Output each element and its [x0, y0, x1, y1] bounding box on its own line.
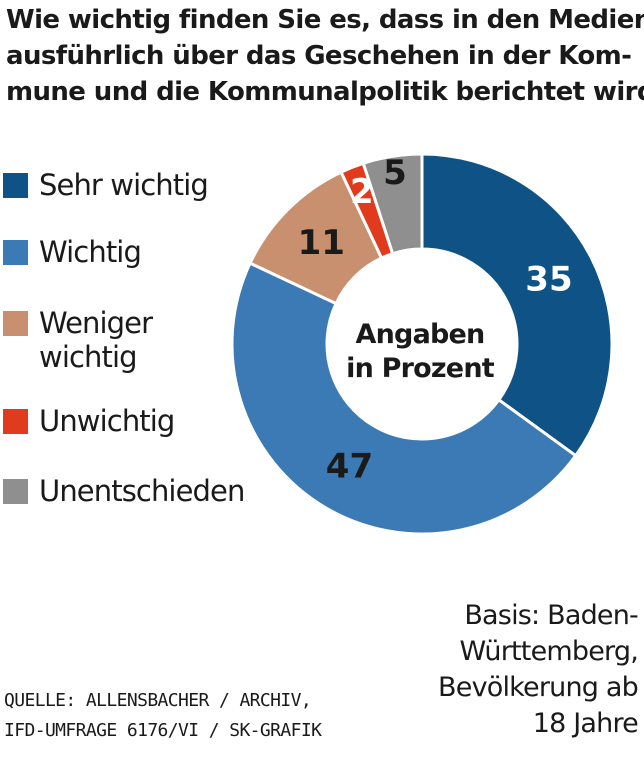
- legend-label: Sehr wichtig: [39, 168, 209, 202]
- slice-value-label: 35: [525, 259, 572, 299]
- legend-label: Weniger wichtig: [39, 306, 153, 374]
- source-note: QUELLE: ALLENSBACHER / ARCHIV, IFD-UMFRA…: [4, 690, 322, 741]
- chart-title: Wie wichtig finden Sie es, dass in den M…: [6, 2, 644, 110]
- slice-value-label: 2: [350, 172, 374, 212]
- slice-value-label: 11: [298, 223, 345, 263]
- slice-value-label: 47: [326, 447, 373, 487]
- title-line: mune und die Kommunalpolitik berichtet w…: [6, 77, 644, 107]
- legend-swatch: [3, 240, 28, 265]
- legend-swatch: [3, 173, 28, 198]
- title-line: ausführlich über das Geschehen in der Ko…: [6, 41, 632, 71]
- legend-item-unwichtig: Unwichtig: [3, 404, 175, 438]
- donut-labels: 35 47 112 5: [298, 153, 573, 486]
- donut-slice-sehr-wichtig: [420, 152, 614, 458]
- donut-slice-unentschieden: [361, 152, 424, 256]
- legend-swatch: [3, 311, 28, 336]
- legend-swatch: [3, 479, 28, 504]
- legend-swatch: [3, 409, 28, 434]
- legend-item-wichtig: Wichtig: [3, 235, 142, 269]
- slice-value-label: 5: [383, 153, 407, 193]
- title-line: Wie wichtig finden Sie es, dass in den M…: [6, 5, 644, 35]
- donut-center-label: Angaben in Prozent: [346, 319, 494, 384]
- legend-item-unentschieden: Unentschieden: [3, 474, 245, 508]
- legend-label: Unwichtig: [39, 404, 175, 438]
- legend-item-weniger-wichtig: Weniger wichtig: [3, 306, 153, 374]
- legend-item-sehr-wichtig: Sehr wichtig: [3, 168, 209, 202]
- legend-label: Unentschieden: [39, 474, 245, 508]
- basis-note: Basis: Baden- Württemberg, Bevölkerung a…: [438, 600, 639, 739]
- donut-slice-wichtig: [230, 261, 578, 536]
- donut-slices: [230, 152, 614, 536]
- legend-label: Wichtig: [39, 235, 142, 269]
